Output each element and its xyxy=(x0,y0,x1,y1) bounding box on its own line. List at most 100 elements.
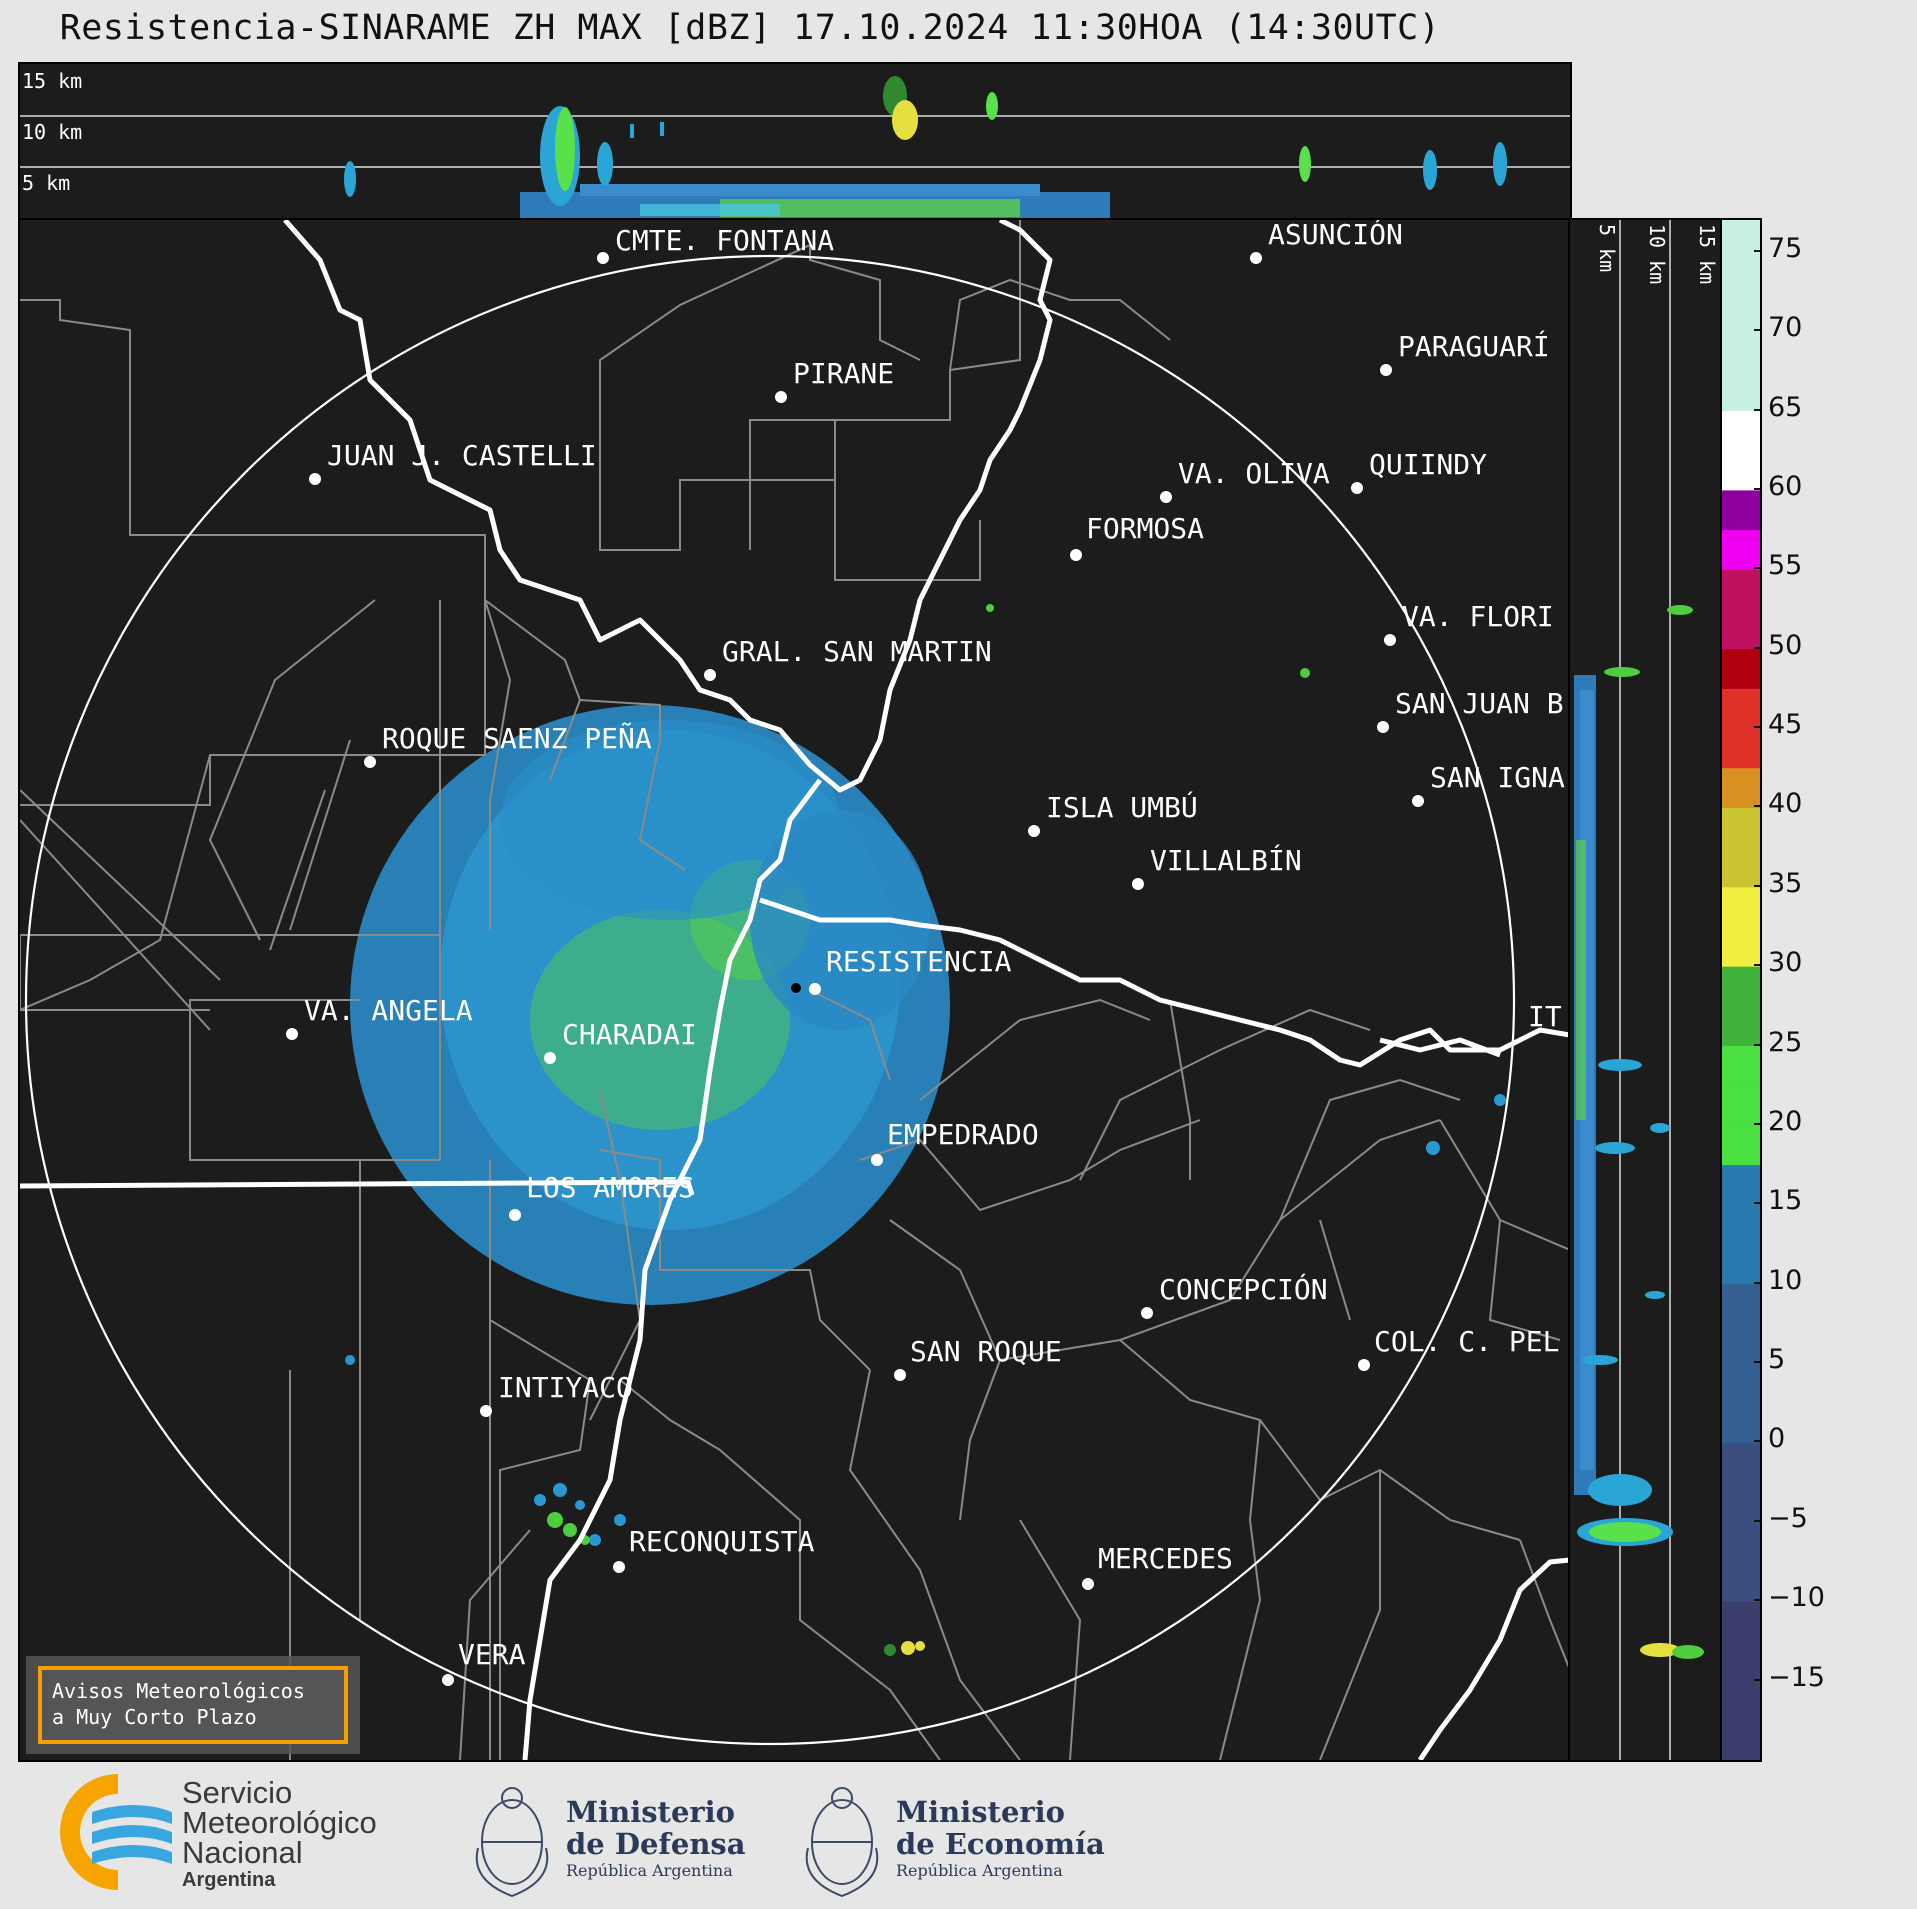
chart-title: Resistencia-SINARAME ZH MAX [dBZ] 17.10.… xyxy=(59,8,1441,48)
colorbar-segment xyxy=(1722,926,1760,967)
city-dot xyxy=(613,1561,625,1573)
economia-line3: República Argentina xyxy=(896,1861,1063,1880)
city-label: CHARADAI xyxy=(562,1018,697,1051)
colorbar-segment xyxy=(1722,1283,1760,1324)
colorbar-segment xyxy=(1722,450,1760,491)
city-dot xyxy=(1384,634,1396,646)
city-dot xyxy=(1377,721,1389,733)
colorbar-tick-label: 5 xyxy=(1753,1344,1785,1375)
city-label: PIRANE xyxy=(793,357,894,390)
city-dot xyxy=(509,1209,521,1221)
colorbar-segment xyxy=(1722,608,1760,650)
height-label-10km: 10 km xyxy=(22,120,82,144)
colorbar-svg xyxy=(1722,220,1760,1760)
colorbar-segment xyxy=(1722,1085,1760,1126)
colorbar-tick-label: 35 xyxy=(1753,868,1802,899)
colorbar-segment xyxy=(1722,529,1760,570)
colorbar-segment xyxy=(1722,220,1760,253)
colorbar-tick-label: 20 xyxy=(1753,1106,1802,1137)
dbz-colorbar xyxy=(1720,218,1762,1762)
defensa-line2: de Defensa xyxy=(566,1827,746,1861)
colorbar-segment xyxy=(1722,1164,1760,1205)
city-dot xyxy=(544,1052,556,1064)
city-dot xyxy=(871,1154,883,1166)
colorbar-segment xyxy=(1722,1005,1760,1047)
colorbar-segment xyxy=(1722,1204,1760,1245)
smn-line3: Nacional xyxy=(182,1835,303,1870)
smn-line2: Meteorológico xyxy=(182,1805,377,1840)
colorbar-segment xyxy=(1722,767,1760,808)
city-dot xyxy=(1351,482,1363,494)
colorbar-tick-label: 50 xyxy=(1753,630,1802,661)
city-label: EMPEDRADO xyxy=(887,1118,1039,1151)
side-profile-svg: 5 km 10 km 15 km xyxy=(1574,220,1719,1760)
colorbar-tick-label: 45 xyxy=(1753,709,1802,740)
colorbar-segment xyxy=(1722,648,1760,689)
city-label: ROQUE SAENZ PEÑA xyxy=(382,721,652,755)
smn-logo-text: Servicio Meteorológico Nacional Argentin… xyxy=(182,1775,377,1892)
city-label: INTIYACO xyxy=(498,1371,633,1404)
colorbar-segment xyxy=(1722,1601,1760,1642)
colorbar-tick-label: 70 xyxy=(1753,312,1802,343)
side-height-label-15km: 15 km xyxy=(1695,224,1719,284)
city-label: LOS AMORES xyxy=(526,1171,695,1204)
city-dot xyxy=(597,252,609,264)
logo-svg xyxy=(60,1774,879,1898)
colorbar-segment xyxy=(1722,1402,1760,1443)
city-dot xyxy=(809,983,821,995)
economia-line1: Ministerio xyxy=(896,1795,1066,1829)
city-label: ASUNCIÓN xyxy=(1268,220,1403,251)
city-label: GRAL. SAN MARTIN xyxy=(722,635,992,668)
warning-box: Avisos Meteorológicos a Muy Corto Plazo xyxy=(26,1656,360,1754)
side-height-label-10km: 10 km xyxy=(1645,224,1669,284)
city-label: VA. ANGELA xyxy=(304,994,473,1027)
warning-box-line1: Avisos Meteorológicos xyxy=(52,1679,305,1703)
smn-line1: Servicio xyxy=(182,1775,293,1810)
colorbar-segment xyxy=(1722,1363,1760,1404)
city-dot xyxy=(1412,795,1424,807)
colorbar-segment xyxy=(1722,370,1760,412)
radar-map-svg: CMTE. FONTANA ASUNCIÓN PARAGUARÍ PIRANE … xyxy=(20,220,1570,1760)
colorbar-segment xyxy=(1722,728,1760,769)
colorbar-segment xyxy=(1722,1640,1760,1682)
colorbar-segment xyxy=(1722,291,1760,332)
city-dot xyxy=(1082,1578,1094,1590)
radar-map: CMTE. FONTANA ASUNCIÓN PARAGUARÍ PIRANE … xyxy=(18,218,1572,1762)
city-label: SAN IGNA xyxy=(1430,761,1565,794)
colorbar-segment xyxy=(1722,410,1760,451)
colorbar-tick-label: 15 xyxy=(1753,1185,1802,1216)
warning-box-line2: a Muy Corto Plazo xyxy=(52,1705,257,1729)
colorbar-segment xyxy=(1722,1561,1760,1602)
colorbar-segment xyxy=(1722,569,1760,610)
colorbar-segment xyxy=(1722,807,1760,848)
city-dot xyxy=(364,756,376,768)
colorbar-tick-label: 10 xyxy=(1753,1265,1802,1296)
city-label: RECONQUISTA xyxy=(629,1525,815,1558)
coat-of-arms-icon xyxy=(475,1787,549,1898)
city-dot xyxy=(1028,825,1040,837)
smn-line4: Argentina xyxy=(182,1869,276,1891)
city-label: VERA xyxy=(458,1638,526,1671)
economia-line2: de Economía xyxy=(896,1827,1105,1861)
colorbar-segment xyxy=(1722,1521,1760,1563)
city-label: VA. OLIVA xyxy=(1178,457,1330,490)
city-label: FORMOSA xyxy=(1086,512,1204,545)
city-label: IT xyxy=(1528,1000,1562,1033)
city-dot xyxy=(286,1028,298,1040)
city-label: SAN ROQUE xyxy=(910,1335,1062,1368)
city-dot xyxy=(1070,549,1082,561)
city-dot xyxy=(1380,364,1392,376)
colorbar-segment xyxy=(1722,688,1760,729)
colorbar-segment xyxy=(1722,1482,1760,1523)
colorbar-tick-label: 55 xyxy=(1753,550,1802,581)
city-label: ISLA UMBÚ xyxy=(1046,790,1198,824)
colorbar-segment xyxy=(1722,489,1760,531)
colorbar-tick-label: 60 xyxy=(1753,471,1802,502)
logo-footer: Servicio Meteorológico Nacional Argentin… xyxy=(0,1760,1917,1909)
city-dot xyxy=(894,1369,906,1381)
city-label: MERCEDES xyxy=(1098,1542,1233,1575)
radar-site-marker xyxy=(791,983,801,993)
city-dot xyxy=(309,473,321,485)
city-label: COL. C. PEL xyxy=(1374,1325,1559,1358)
city-dot xyxy=(1141,1307,1153,1319)
